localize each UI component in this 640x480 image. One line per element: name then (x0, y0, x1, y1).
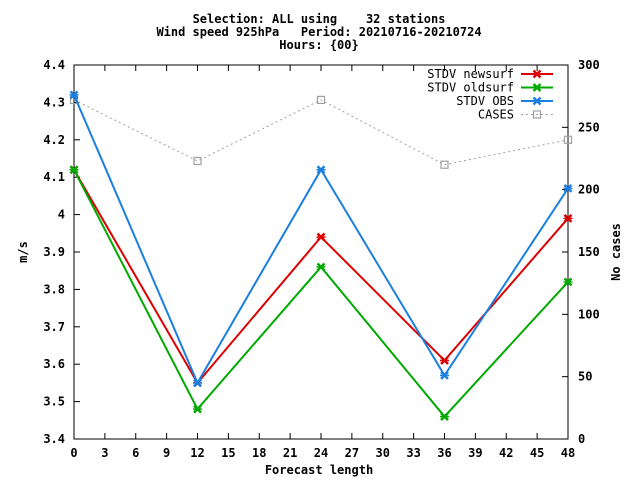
y-axis-right: 0 50 100 150 200 250 300 (562, 58, 600, 446)
y-tick-label: 3.5 (43, 395, 65, 409)
title-line: Wind speed 925hPa Period: 20210716-20210… (156, 25, 481, 39)
data-point (193, 378, 202, 388)
y2-tick-label: 250 (578, 120, 600, 134)
y-tick-label: 3.6 (43, 357, 65, 371)
data-point (440, 371, 449, 380)
y2-axis-label: No cases (609, 223, 623, 281)
y-tick-label: 4.4 (43, 58, 65, 72)
x-tick-label: 27 (345, 446, 359, 460)
x-axis-label: Forecast length (265, 463, 373, 477)
x-tick-label: 0 (70, 446, 77, 460)
legend-label-stdv-obs: STDV OBS (456, 94, 514, 108)
data-point (563, 277, 573, 287)
data-point (316, 165, 326, 175)
data-point (532, 69, 542, 79)
x-tick-label: 45 (530, 446, 544, 460)
x-tick-label: 21 (283, 446, 297, 460)
data-point (69, 90, 79, 100)
y-tick-label: 4.1 (43, 170, 65, 184)
x-tick-label: 15 (221, 446, 235, 460)
legend-label-stdv-oldsurf: STDV oldsurf (427, 81, 514, 95)
data-point (532, 110, 542, 119)
data-point (563, 184, 573, 193)
series-group (69, 90, 573, 421)
data-point (193, 404, 202, 414)
x-tick-label: 30 (376, 446, 390, 460)
data-point (440, 356, 449, 365)
data-point (316, 262, 326, 272)
y-tick-label: 4 (58, 208, 65, 222)
x-tick-label: 6 (132, 446, 139, 460)
y2-tick-label: 150 (578, 245, 600, 259)
x-tick-label: 9 (163, 446, 170, 460)
x-tick-label: 48 (561, 446, 575, 460)
legend-label-cases: CASES (478, 108, 514, 122)
series-line-cases (73, 99, 569, 166)
y2-tick-label: 0 (578, 432, 585, 446)
data-point (69, 165, 79, 175)
y-tick-label: 3.9 (43, 245, 65, 259)
x-tick-label: 36 (437, 446, 451, 460)
y-tick-label: 3.7 (43, 320, 65, 334)
y2-tick-label: 300 (578, 58, 600, 72)
series-line-stdv-obs (73, 94, 569, 386)
x-tick-label: 24 (314, 446, 328, 460)
y-tick-label: 3.4 (43, 432, 65, 446)
legend-label-stdv-newsurf: STDV newsurf (427, 67, 514, 81)
x-tick-label: 18 (252, 446, 266, 460)
x-tick-label: 33 (406, 446, 420, 460)
series-line-stdv-oldsurf (73, 169, 569, 419)
data-point (193, 156, 202, 166)
x-tick-label: 12 (190, 446, 204, 460)
x-tick-label: 3 (101, 446, 108, 460)
title-line: Selection: ALL using 32 stations (193, 12, 446, 26)
data-point (563, 135, 573, 144)
data-point (316, 95, 326, 105)
x-tick-label: 42 (499, 446, 513, 460)
y2-tick-label: 100 (578, 307, 600, 321)
data-point (316, 232, 326, 242)
data-point (440, 412, 449, 421)
y-tick-label: 4.3 (43, 95, 65, 109)
y2-tick-label: 200 (578, 183, 600, 197)
y2-tick-label: 50 (578, 370, 592, 384)
data-point (532, 96, 542, 106)
x-tick-label: 39 (468, 446, 482, 460)
y-tick-label: 3.8 (43, 282, 65, 296)
y-tick-label: 4.2 (43, 133, 65, 147)
data-point (532, 83, 542, 92)
data-point (563, 213, 573, 223)
series-line-stdv-newsurf (73, 169, 569, 385)
x-axis: 0 3 6 9 12 15 18 21 24 27 30 33 36 39 42 45 48 (70, 65, 575, 460)
data-point (440, 160, 449, 169)
y-axis-left: 3.4 3.5 3.6 3.7 3.8 3.9 4 4.1 4.2 4.3 4.4 (43, 58, 80, 446)
y-axis-label: m/s (16, 241, 30, 263)
title-line: Hours: {00} (279, 38, 358, 52)
